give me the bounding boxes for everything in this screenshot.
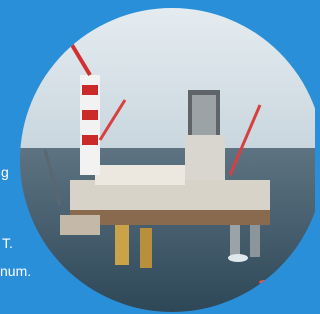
page: g T. num. <box>0 0 315 314</box>
photo-content <box>0 0 315 314</box>
photo <box>0 0 315 314</box>
